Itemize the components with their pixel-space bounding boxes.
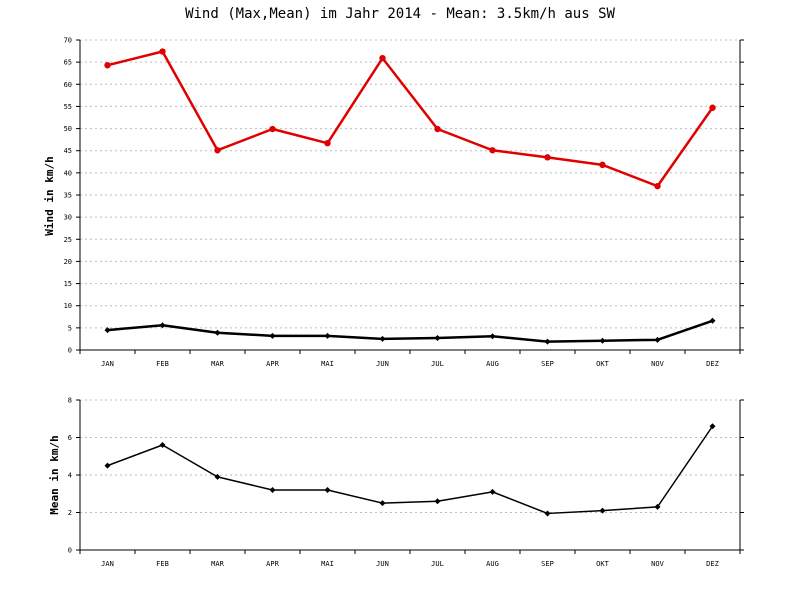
top-x-tick-label: AUG	[486, 360, 499, 368]
top-series-1-point	[489, 333, 496, 340]
top-y-tick-label: 50	[64, 125, 72, 133]
top-series-0-point	[269, 125, 276, 133]
top-series-0-point	[709, 104, 716, 111]
bottom-x-tick-label: MAI	[321, 560, 334, 568]
chart-title: Wind (Max,Mean) im Jahr 2014 - Mean: 3.5…	[185, 6, 615, 22]
top-y-tick-label: 5	[68, 324, 72, 332]
top-series-1-point	[159, 322, 166, 329]
bottom-y-tick-label: 2	[68, 509, 72, 517]
top-x-tick-label: OKT	[596, 360, 609, 368]
bottom-x-tick-label: JUN	[376, 560, 389, 568]
top-x-tick-label: APR	[266, 360, 279, 368]
top-y-tick-label: 0	[68, 347, 72, 355]
top-series-0-point	[434, 125, 441, 133]
top-series-1-point	[544, 338, 551, 345]
top-x-tick-label: SEP	[541, 360, 554, 368]
bottom-y-axis-label: Mean in km/h	[48, 435, 61, 514]
bottom-series-0-point	[654, 503, 661, 510]
top-series-1-point	[599, 337, 606, 344]
bottom-series-0-point	[709, 423, 716, 430]
top-series-1-point	[104, 327, 111, 334]
bottom-series-0-point	[434, 498, 441, 505]
bottom-x-tick-label: JUL	[431, 560, 444, 568]
bottom-y-tick-label: 4	[68, 472, 72, 480]
bottom-series-0-point	[544, 510, 551, 517]
top-x-tick-label: FEB	[156, 360, 169, 368]
top-series-0-point	[159, 48, 166, 55]
top-series-1-point	[434, 335, 441, 342]
top-x-tick-label: JAN	[101, 360, 114, 368]
bottom-series-0-point	[324, 487, 331, 493]
top-y-tick-label: 35	[64, 192, 72, 200]
top-y-axis-label: Wind in km/h	[43, 156, 56, 235]
top-series-1-point	[709, 317, 716, 324]
bottom-series-0-point	[489, 488, 496, 495]
top-series-1-point	[269, 332, 276, 339]
bottom-x-tick-label: AUG	[486, 560, 499, 568]
top-y-tick-label: 55	[64, 103, 72, 111]
top-x-tick-label: NOV	[651, 360, 664, 368]
top-series-0-point	[214, 147, 221, 154]
bottom-x-tick-label: SEP	[541, 560, 554, 568]
bottom-series-0-point	[104, 462, 111, 469]
top-series-0-line	[107, 50, 714, 188]
bottom-series-0-line	[107, 425, 714, 515]
top-y-tick-label: 45	[64, 147, 72, 155]
bottom-series-0-point	[599, 507, 606, 514]
top-y-tick-label: 65	[64, 59, 72, 67]
top-x-tick-label: DEZ	[706, 360, 719, 368]
top-y-tick-label: 25	[64, 236, 72, 244]
top-x-tick-label: MAI	[321, 360, 334, 368]
bottom-x-tick-label: MAR	[211, 560, 224, 568]
bottom-x-tick-label: FEB	[156, 560, 169, 568]
bottom-x-tick-label: APR	[266, 560, 279, 568]
top-series-1-point	[379, 335, 386, 342]
top-series-0-point	[654, 182, 661, 190]
top-series-0-point	[599, 161, 606, 169]
top-x-tick-label: MAR	[211, 360, 224, 368]
top-series-1-point	[214, 329, 221, 336]
bottom-y-tick-label: 0	[68, 547, 72, 555]
top-series-1-point	[324, 332, 331, 339]
bottom-series-0-point	[269, 487, 276, 493]
bottom-x-tick-label: NOV	[651, 560, 664, 568]
bottom-series-0-point	[214, 473, 221, 480]
bottom-y-tick-label: 6	[68, 434, 72, 442]
bottom-x-tick-label: OKT	[596, 560, 609, 568]
top-series-1-point	[654, 336, 661, 343]
top-panel: 0 5 10 15 20 25 30 35 40 45 50 55 60 65 70 JAN FEB MAR APR…	[64, 37, 744, 368]
bottom-y-tick-label: 8	[68, 397, 72, 405]
top-y-tick-label: 40	[64, 169, 72, 177]
bottom-series-0-point	[379, 500, 386, 507]
top-series-1-line	[107, 319, 713, 343]
bottom-panel: 0 2 4 6 8 JAN FEB MAR APR MAI JUN JUL AUG SEP OKT NOV DE…	[68, 397, 744, 568]
top-y-tick-label: 60	[64, 81, 72, 89]
top-series-0-point	[379, 54, 386, 62]
top-y-tick-label: 70	[64, 37, 72, 45]
bottom-x-tick-label: DEZ	[706, 560, 719, 568]
top-series-0-point	[104, 62, 111, 69]
top-y-tick-label: 30	[64, 214, 72, 222]
bottom-series-0-point	[159, 442, 166, 448]
top-series-0-point	[489, 147, 496, 154]
top-x-tick-label: JUN	[376, 360, 389, 368]
top-y-tick-label: 20	[64, 258, 72, 266]
top-series-0-point	[544, 154, 551, 161]
bottom-x-tick-label: JAN	[101, 560, 114, 568]
top-x-tick-label: JUL	[431, 360, 444, 368]
top-series-0-point	[324, 139, 331, 147]
top-y-tick-label: 15	[64, 280, 72, 288]
top-y-tick-label: 10	[64, 302, 72, 310]
